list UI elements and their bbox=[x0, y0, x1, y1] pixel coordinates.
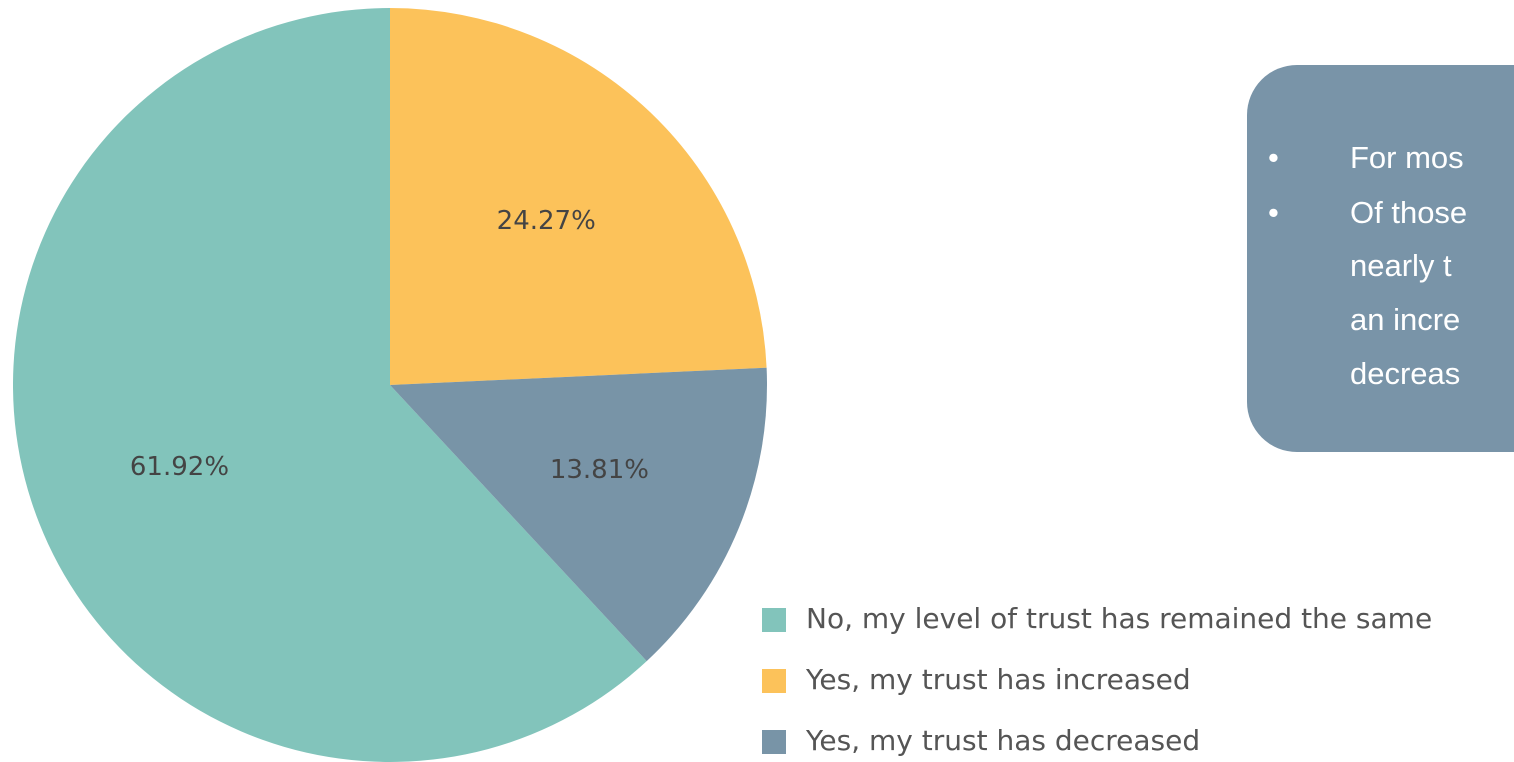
callout-bullet: • bbox=[1268, 195, 1279, 230]
slice-label: 24.27% bbox=[497, 206, 596, 236]
pie-slice bbox=[390, 8, 767, 385]
legend-label: Yes, my trust has decreased bbox=[805, 724, 1200, 757]
callout-box bbox=[1247, 65, 1514, 452]
pie-slice bbox=[390, 367, 768, 662]
legend-swatch bbox=[762, 730, 786, 754]
callout-bullet: • bbox=[1268, 140, 1279, 175]
legend-swatch bbox=[762, 669, 786, 693]
slice-label: 61.92% bbox=[130, 452, 229, 482]
callout-text: nearly t bbox=[1350, 248, 1452, 283]
pie-slice bbox=[12, 8, 647, 762]
callout-text: an incre bbox=[1350, 302, 1460, 337]
legend-swatch bbox=[762, 608, 786, 632]
callout-text: Of those bbox=[1350, 195, 1467, 230]
slice-label: 13.81% bbox=[550, 455, 649, 485]
legend-label: No, my level of trust has remained the s… bbox=[806, 602, 1432, 635]
legend-label: Yes, my trust has increased bbox=[805, 663, 1191, 696]
callout-text: decreas bbox=[1350, 356, 1460, 391]
callout-text: For mos bbox=[1350, 140, 1464, 175]
